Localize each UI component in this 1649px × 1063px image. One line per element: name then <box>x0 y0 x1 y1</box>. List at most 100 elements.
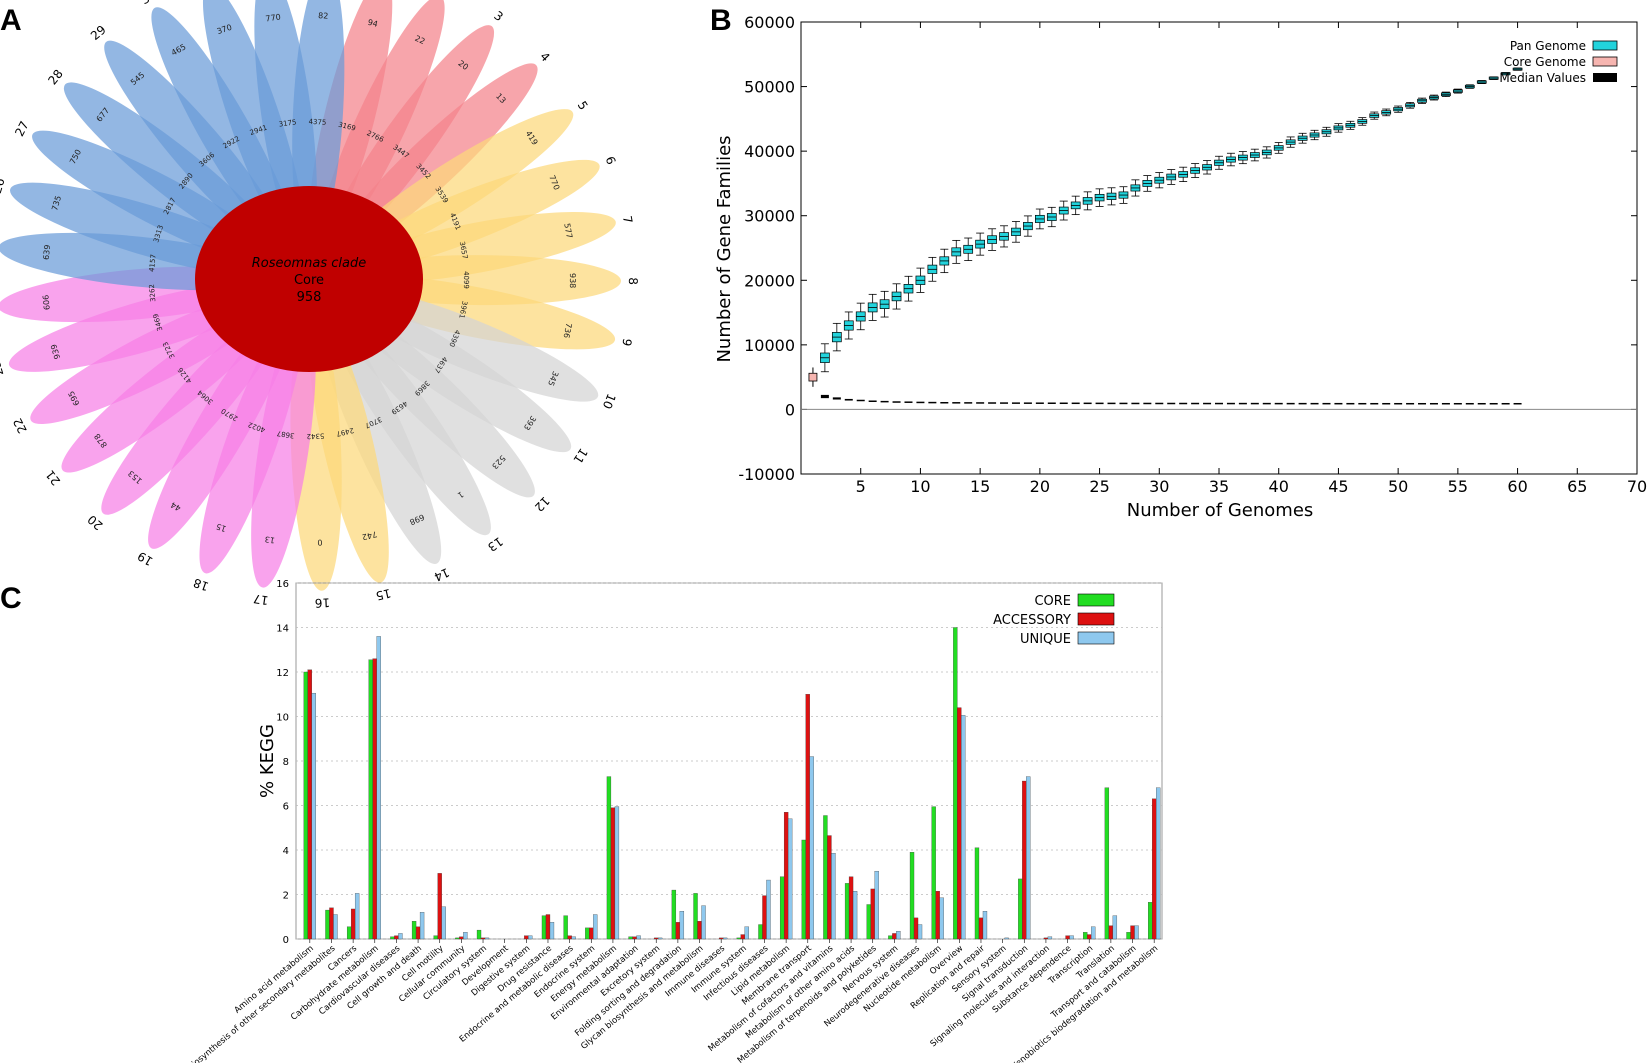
petal-accessory-count: 2497 <box>335 426 354 438</box>
legend-core-label: CORE <box>1034 594 1071 609</box>
bar-accessory <box>350 908 356 940</box>
y-tick-label: -10000 <box>738 465 795 484</box>
bar-accessory <box>524 935 529 940</box>
petal-id-label: 28 <box>45 67 65 88</box>
bar-unique <box>961 715 966 940</box>
core-box <box>832 397 841 400</box>
bar-accessory <box>913 917 919 940</box>
petal-accessory-count: 3262 <box>148 284 158 302</box>
petal-id-label: 3 <box>491 8 505 24</box>
core-box <box>1023 402 1032 404</box>
core-box <box>940 401 949 404</box>
petal-id-label: 17 <box>252 591 269 607</box>
core-box <box>1131 402 1140 405</box>
bar-core <box>758 924 763 940</box>
core-box <box>904 401 913 403</box>
bar-accessory <box>632 936 637 940</box>
petal-accessory-count: 3687 <box>276 429 295 440</box>
petal-unique-count: 742 <box>361 529 378 541</box>
legend-core-label: Core Genome <box>1504 55 1586 69</box>
bar-accessory <box>415 926 421 940</box>
bar-accessory <box>957 707 962 940</box>
bar-accessory <box>848 876 854 940</box>
petal-unique-count: 44 <box>169 500 182 513</box>
petal-id-label: 8 <box>626 277 640 285</box>
petal-id-label: 9 <box>619 337 634 347</box>
bar-accessory <box>1043 937 1049 940</box>
petal-unique-count: 938 <box>568 273 577 288</box>
legend-accessory-label: ACCESSORY <box>993 613 1071 628</box>
petal-unique-count: 15 <box>215 522 228 534</box>
petal-accessory-count: 5342 <box>306 432 324 441</box>
bar-core <box>1083 932 1088 940</box>
bar-unique <box>354 893 360 940</box>
bar-core <box>779 876 785 940</box>
y-tick-label: 50000 <box>744 78 795 97</box>
bar-core <box>303 671 308 940</box>
core-box <box>1238 402 1247 405</box>
bar-core <box>823 815 828 940</box>
petal-unique-count: 1 <box>456 489 465 499</box>
core-box <box>1250 402 1259 405</box>
y-tick-label: 30000 <box>744 207 795 226</box>
bar-accessory <box>1130 925 1135 940</box>
petal-id-label: 14 <box>432 565 452 584</box>
bar-unique <box>809 756 814 940</box>
core-box <box>1394 402 1403 405</box>
bar-unique <box>658 937 663 940</box>
bar-unique <box>1112 915 1118 940</box>
bar-core <box>844 883 850 940</box>
core-box <box>1513 402 1522 405</box>
bar-unique <box>1156 787 1161 940</box>
x-tick-label: 40 <box>1269 477 1289 496</box>
bar-accessory <box>719 937 724 940</box>
legend-pan-label: Pan Genome <box>1510 39 1586 53</box>
panel-label-c: C <box>0 582 22 615</box>
core-label: Core <box>294 273 324 288</box>
petal-id-label: 5 <box>575 99 591 113</box>
bar-unique <box>571 936 576 940</box>
y-tick-label: 6 <box>283 802 289 813</box>
petal-id-label: 16 <box>314 595 330 610</box>
core-box <box>1322 402 1331 405</box>
petal-accessory-count: 4157 <box>148 254 158 273</box>
core-box <box>1418 402 1427 405</box>
petal-id-label: 21 <box>43 467 63 488</box>
bar-accessory <box>935 891 940 940</box>
core-box <box>1226 402 1235 405</box>
y-tick-label: 0 <box>785 400 795 419</box>
petal-id-label: 6 <box>603 154 619 166</box>
x-tick-label: 25 <box>1089 477 1109 496</box>
bar-accessory <box>329 907 334 940</box>
bar-unique <box>593 914 598 940</box>
core-count: 958 <box>297 290 322 305</box>
bar-unique <box>1091 926 1096 940</box>
y-tick-label: 20000 <box>744 271 795 290</box>
core-box <box>1310 402 1319 405</box>
bar-accessory <box>783 812 789 940</box>
core-box <box>1083 402 1092 405</box>
x-tick-label: 10 <box>910 477 930 496</box>
x-tick-label: 65 <box>1567 477 1587 496</box>
bar-accessory <box>805 694 810 940</box>
legend-accessory-swatch <box>1077 612 1115 626</box>
bar-accessory <box>1087 934 1092 940</box>
petal-accessory-count: 3657 <box>458 241 469 260</box>
pan-genome-series <box>820 67 1523 373</box>
petal-33 <box>292 0 345 248</box>
y-tick-label: 10000 <box>744 336 795 355</box>
bar-accessory <box>740 934 745 940</box>
bar-unique <box>787 818 793 940</box>
core-box <box>1059 402 1068 405</box>
bar-unique <box>333 914 338 940</box>
bar-unique <box>917 924 923 940</box>
core-box <box>1047 402 1056 404</box>
core-circle <box>195 186 423 372</box>
bar-accessory <box>589 927 594 940</box>
bar-core <box>1126 932 1131 940</box>
bar-unique <box>896 931 901 940</box>
petal-18 <box>199 308 304 574</box>
bar-accessory <box>437 873 442 940</box>
core-box <box>892 401 901 403</box>
x-tick-label: 45 <box>1328 477 1348 496</box>
